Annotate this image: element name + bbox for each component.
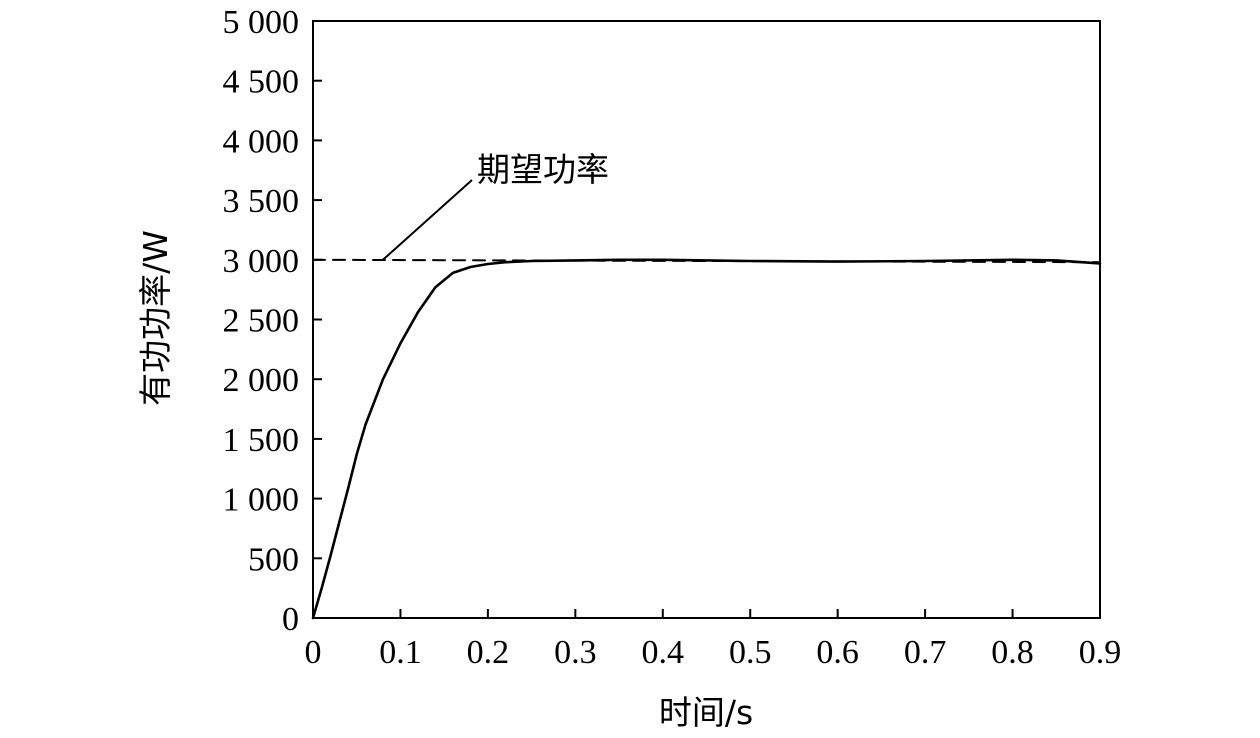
annotation-leader-line [382, 179, 473, 261]
series-layer [311, 258, 1102, 620]
x-tick-label: 0.3 [554, 634, 597, 671]
x-axis: 0 0.1 0.2 0.3 0.4 0.5 0.6 0.7 0.8 0.9 [305, 609, 1122, 671]
y-tick-label: 0 [282, 601, 299, 638]
plot-border [312, 20, 1101, 619]
x-tick-label: 0.6 [816, 634, 859, 671]
x-tick-label: 0.8 [991, 634, 1034, 671]
x-tick-label: 0.5 [729, 634, 772, 671]
y-tick-label: 3 000 [223, 243, 300, 280]
y-tick-label: 2 500 [223, 303, 300, 340]
y-axis-title: 有功功率/W [136, 230, 175, 406]
y-tick-label: 1 500 [223, 422, 300, 459]
x-axis-title: 时间/s [659, 693, 753, 732]
y-tick-label: 500 [248, 541, 299, 578]
y-tick-label: 2 000 [223, 362, 300, 399]
annotation-layer: 期望功率 [382, 150, 609, 261]
expected-power-line [312, 258, 1101, 264]
y-tick-label: 4 000 [223, 123, 300, 160]
y-axis: 0 500 1 000 1 500 2 000 2 500 3 000 3 500 4 000 4… [223, 4, 322, 638]
x-tick-label: 0.7 [904, 634, 947, 671]
annotation-label: 期望功率 [477, 150, 609, 189]
x-tick-label: 0.9 [1079, 634, 1122, 671]
plot-frame [312, 20, 1101, 619]
x-tick-label: 0.2 [467, 634, 510, 671]
x-tick-label: 0.4 [642, 634, 685, 671]
y-tick-label: 4 500 [223, 64, 300, 101]
x-tick-label: 0 [305, 634, 322, 671]
x-tick-label: 0.1 [379, 634, 422, 671]
y-tick-label: 1 000 [223, 482, 300, 519]
active-power-line [311, 258, 1102, 620]
y-tick-label: 5 000 [223, 4, 300, 41]
y-tick-label: 3 500 [223, 183, 300, 220]
